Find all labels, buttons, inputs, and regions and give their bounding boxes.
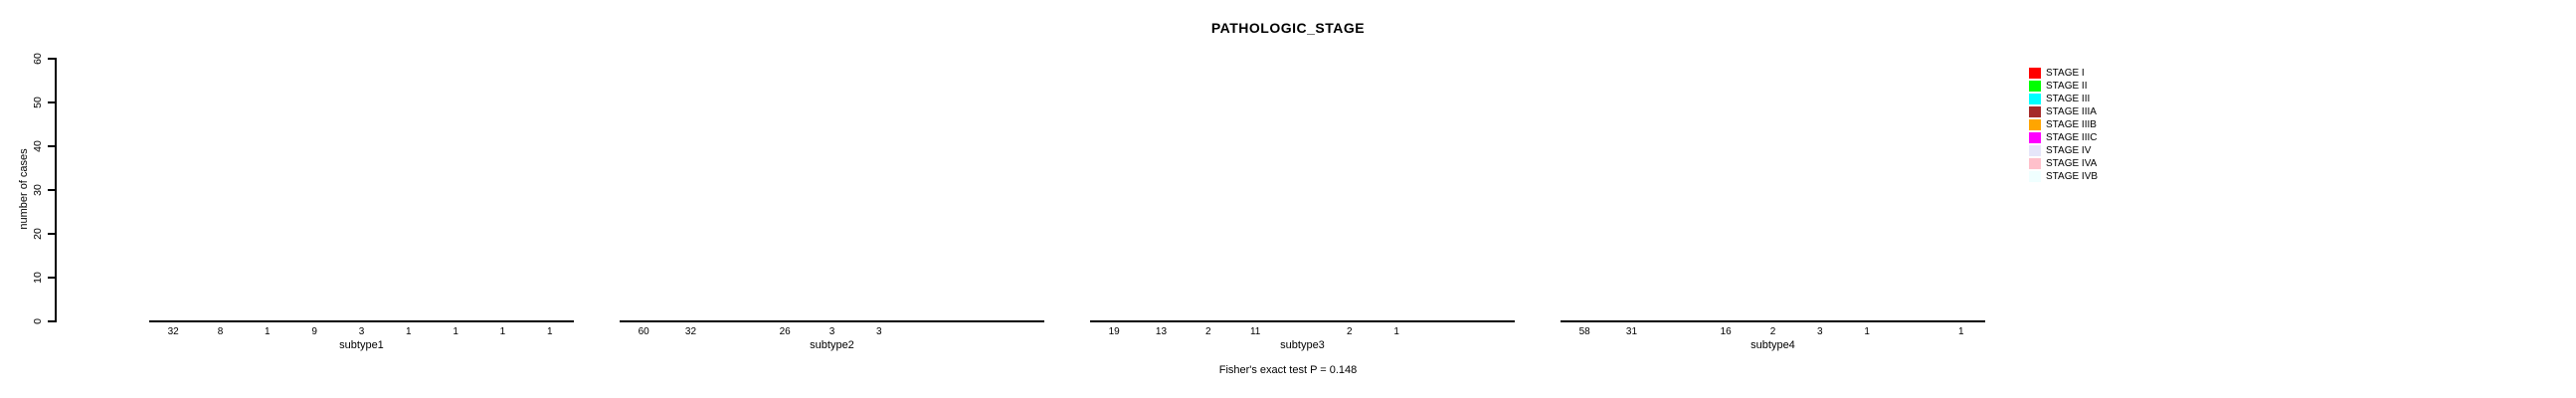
legend-swatch	[2029, 81, 2041, 92]
y-axis-tick	[48, 232, 56, 235]
bar-value-label: 60	[638, 326, 649, 337]
baseline	[1560, 319, 1986, 322]
bar-value-label: 16	[1720, 326, 1732, 337]
legend-item: STAGE IIIA	[2029, 105, 2098, 118]
legend-item: STAGE IIIB	[2029, 118, 2098, 131]
legend-item: STAGE III	[2029, 93, 2098, 105]
bar-value-label: 31	[1625, 326, 1638, 337]
y-axis-tick-label: 20	[32, 227, 44, 240]
bar-value-label: 8	[217, 326, 224, 337]
bar-value-label: 32	[167, 326, 179, 337]
bar-value-label: 1	[547, 326, 553, 337]
bar-value-label: 3	[876, 326, 882, 337]
legend-swatch	[2029, 171, 2041, 182]
bar-value-label: 11	[1249, 326, 1261, 337]
baseline	[148, 319, 575, 322]
panel-x-label: subtype4	[1750, 339, 1795, 351]
chart-title: PATHOLOGIC_STAGE	[1210, 20, 1366, 36]
legend-item: STAGE I	[2029, 67, 2098, 80]
bar-value-label: 3	[828, 326, 835, 337]
y-axis-tick	[48, 319, 56, 322]
y-axis-tick-label: 0	[32, 317, 44, 324]
panel-x-label: subtype1	[339, 339, 384, 351]
legend-item-label: STAGE IVB	[2046, 171, 2099, 182]
bar-value-label: 3	[1817, 326, 1823, 337]
bar-value-label: 1	[453, 326, 459, 337]
y-axis-tick-label: 10	[32, 271, 44, 284]
y-axis-label: number of cases	[18, 148, 30, 230]
y-axis-tick-label: 50	[32, 97, 44, 108]
bar-value-label: 1	[265, 326, 271, 337]
legend-swatch	[2029, 94, 2041, 104]
fisher-test-annotation: Fisher's exact test P = 0.148	[1218, 364, 1358, 376]
bar-value-label: 2	[1347, 326, 1353, 337]
legend-swatch	[2029, 106, 2041, 117]
bar-value-label: 2	[1205, 326, 1211, 337]
bar-value-label: 13	[1155, 326, 1168, 337]
legend-item-label: STAGE I	[2046, 68, 2085, 79]
bar-value-label: 2	[1769, 326, 1776, 337]
y-axis-tick-label: 40	[32, 139, 44, 152]
bar-value-label: 1	[1958, 326, 1964, 337]
panel-x-label: subtype3	[1280, 339, 1325, 351]
baseline	[1089, 319, 1516, 322]
legend-item-label: STAGE IIIC	[2046, 132, 2098, 143]
bar-value-label: 9	[311, 326, 317, 337]
y-axis-tick-label: 60	[32, 53, 44, 65]
bar-value-label: 3	[358, 326, 365, 337]
legend-swatch	[2029, 68, 2041, 79]
legend-swatch	[2029, 132, 2041, 143]
baseline	[619, 319, 1045, 322]
legend-item: STAGE II	[2029, 80, 2098, 93]
legend-item: STAGE IVB	[2029, 170, 2098, 183]
bar-value-label: 26	[779, 326, 791, 337]
legend-item-label: STAGE IV	[2046, 145, 2092, 156]
y-axis-tick	[48, 276, 56, 279]
legend: STAGE I STAGE II STAGE III STAGE IIIA STAGE …	[2029, 67, 2098, 183]
y-axis-tick	[48, 58, 56, 60]
y-axis-line	[55, 58, 57, 322]
legend-swatch	[2029, 119, 2041, 130]
y-axis-tick	[48, 100, 56, 103]
bar-value-label: 32	[684, 326, 697, 337]
panel-x-label: subtype2	[810, 339, 854, 351]
bar-value-label: 58	[1578, 326, 1590, 337]
bar-value-label: 19	[1108, 326, 1120, 337]
y-axis-tick	[48, 144, 56, 147]
y-axis-tick	[48, 188, 56, 191]
legend-item: STAGE IV	[2029, 144, 2098, 157]
y-axis-tick-label: 30	[32, 183, 44, 196]
legend-item-label: STAGE IIIA	[2046, 106, 2097, 117]
bar-value-label: 1	[1393, 326, 1399, 337]
bar-value-label: 1	[1864, 326, 1870, 337]
legend-item-label: STAGE IVA	[2046, 158, 2098, 169]
legend-swatch	[2029, 158, 2041, 169]
legend-item-label: STAGE II	[2046, 81, 2088, 92]
legend-swatch	[2029, 145, 2041, 156]
bar-value-label: 1	[499, 326, 506, 337]
legend-item-label: STAGE IIIB	[2046, 119, 2097, 130]
legend-item: STAGE IVA	[2029, 157, 2098, 170]
legend-item: STAGE IIIC	[2029, 131, 2098, 144]
legend-item-label: STAGE III	[2046, 94, 2091, 104]
bar-value-label: 1	[406, 326, 412, 337]
